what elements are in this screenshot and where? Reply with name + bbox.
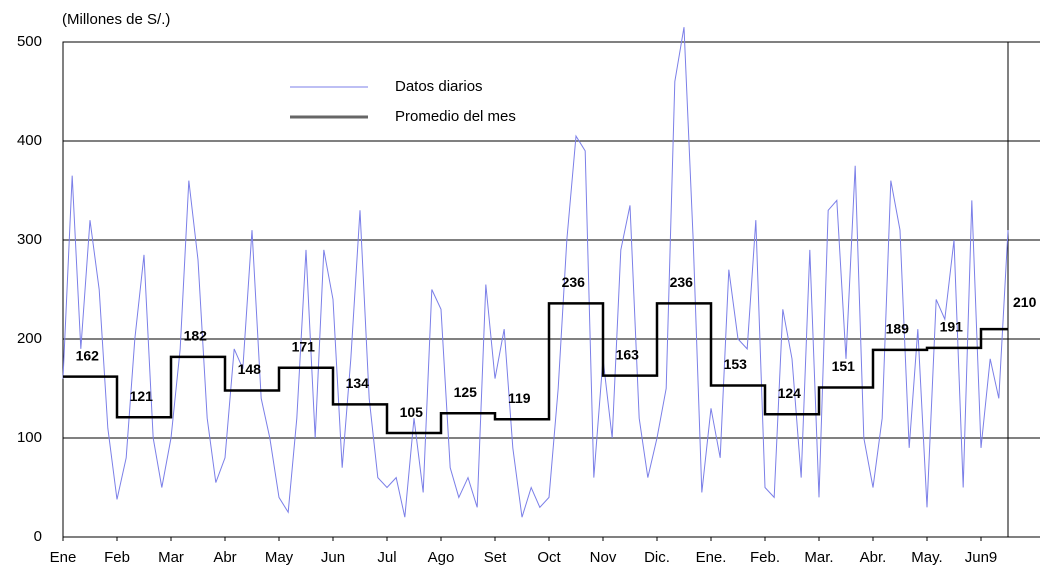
value-label: 236	[562, 274, 586, 290]
plot-frame	[62, 41, 1009, 538]
x-tick-label: Mar.	[804, 549, 833, 566]
legend-label: Datos diarios	[395, 78, 483, 95]
value-label: 148	[238, 361, 262, 377]
x-tick-label: Jun	[321, 549, 345, 566]
y-tick-label: 500	[17, 33, 42, 50]
x-tick-label: Set	[484, 549, 507, 566]
x-tick-label: Feb	[104, 549, 130, 566]
x-tick-label: Ago	[428, 549, 455, 566]
x-tick-label: Ene	[50, 549, 77, 566]
value-label: 182	[184, 328, 208, 344]
x-tick-label: Nov	[590, 549, 617, 566]
legend-label: Promedio del mes	[395, 108, 516, 125]
y-tick-label: 400	[17, 132, 42, 149]
value-label: 124	[778, 385, 802, 401]
y-axis-unit: (Millones de S/.)	[62, 11, 170, 28]
value-label: 191	[940, 319, 964, 335]
x-tick-label: Mar	[158, 549, 184, 566]
value-label: 121	[130, 388, 154, 404]
value-label: 119	[508, 390, 531, 406]
value-label: 162	[76, 347, 100, 363]
value-label: 153	[724, 356, 748, 372]
value-label: 189	[886, 321, 910, 337]
x-tick-label: Jul	[377, 549, 396, 566]
y-tick-label: 0	[34, 528, 42, 545]
x-tick-label: Feb.	[750, 549, 780, 566]
y-tick-label: 300	[17, 231, 42, 248]
x-tick-label: Abr.	[860, 549, 887, 566]
x-tick-label: Oct	[537, 549, 561, 566]
value-label: 210	[1013, 294, 1037, 310]
x-tick-label: May.	[911, 549, 942, 566]
daily-line	[62, 27, 1009, 518]
value-label: 134	[346, 375, 370, 391]
x-tick-label: Ene.	[696, 549, 727, 566]
x-tick-label: Jun9	[965, 549, 998, 566]
monthly-average-line	[63, 302, 1008, 435]
y-tick-label: 100	[17, 429, 42, 446]
x-tick-label: Dic.	[644, 549, 670, 566]
value-label: 151	[832, 358, 856, 374]
x-tick-label: May	[265, 549, 294, 566]
value-label: 236	[670, 274, 694, 290]
x-tick-label: Abr	[213, 549, 236, 566]
value-label: 163	[616, 346, 640, 362]
value-label: 171	[292, 338, 316, 354]
value-label: 105	[400, 404, 424, 420]
value-label: 125	[454, 384, 478, 400]
y-tick-label: 200	[17, 330, 42, 347]
